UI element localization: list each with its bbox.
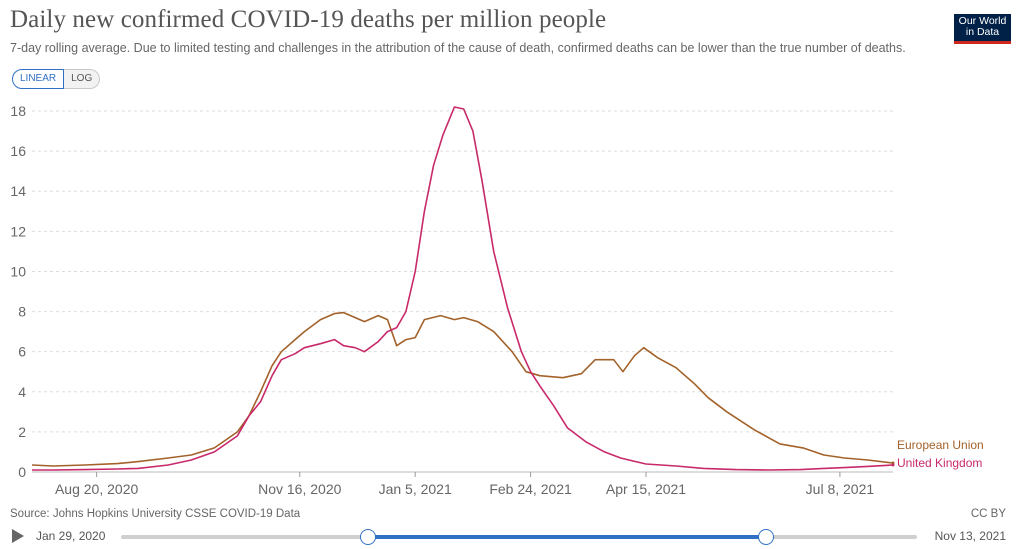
series-label-european-union: European Union [897, 438, 984, 452]
x-tick-label: Jul 8, 2021 [806, 481, 875, 497]
timeline-track[interactable] [121, 529, 917, 545]
scale-toggle: LINEAR LOG [12, 69, 101, 89]
timeline-start-handle[interactable] [359, 529, 376, 545]
y-tick-label: 18 [10, 103, 26, 119]
series-line-european-union [31, 311, 894, 467]
y-tick-label: 10 [10, 263, 26, 279]
x-tick-label: Nov 16, 2020 [258, 481, 341, 497]
y-tick-label: 12 [10, 223, 26, 239]
y-tick-label: 6 [18, 344, 26, 360]
y-tick-label: 8 [18, 304, 26, 320]
chart-title: Daily new confirmed COVID-19 deaths per … [10, 6, 607, 33]
x-tick-label: Apr 15, 2021 [606, 481, 686, 497]
logo-line-2: in Data [965, 26, 1000, 38]
chart-subtitle: 7-day rolling average. Due to limited te… [10, 41, 906, 55]
y-tick-label: 2 [18, 424, 26, 440]
series-label-united-kingdom: United Kingdom [897, 456, 982, 470]
timeline-start-label: Jan 29, 2020 [36, 529, 106, 543]
series-line-united-kingdom [32, 106, 894, 471]
timeline-selected-range [367, 535, 766, 539]
y-tick-label: 0 [18, 464, 26, 480]
log-scale-button[interactable]: LOG [64, 69, 101, 89]
y-tick-label: 4 [18, 384, 26, 400]
line-chart: 0 2 4 6 8 10 12 14 16 18 Aug 20, 2020 Nov 16, 2020 J… [10, 103, 984, 497]
x-tick-label: Aug 20, 2020 [55, 481, 139, 497]
linear-scale-button[interactable]: LINEAR [12, 69, 65, 89]
owid-logo[interactable]: Our World in Data [954, 14, 1011, 44]
y-tick-label: 14 [10, 183, 26, 199]
x-tick-label: Jan 5, 2021 [379, 481, 452, 497]
play-icon[interactable] [12, 529, 24, 543]
x-tick-label: Feb 24, 2021 [489, 481, 572, 497]
license-link[interactable]: CC BY [970, 508, 1006, 520]
timeline-end-label: Nov 13, 2021 [934, 529, 1006, 543]
timeline-end-handle[interactable] [757, 529, 774, 545]
series-end-point [891, 463, 895, 467]
timeline: Jan 29, 2020 Nov 13, 2021 [0, 526, 1024, 548]
y-tick-label: 16 [10, 143, 26, 159]
source-text: Source: Johns Hopkins University CSSE CO… [10, 508, 301, 520]
logo-line-1: Our World [958, 15, 1007, 27]
